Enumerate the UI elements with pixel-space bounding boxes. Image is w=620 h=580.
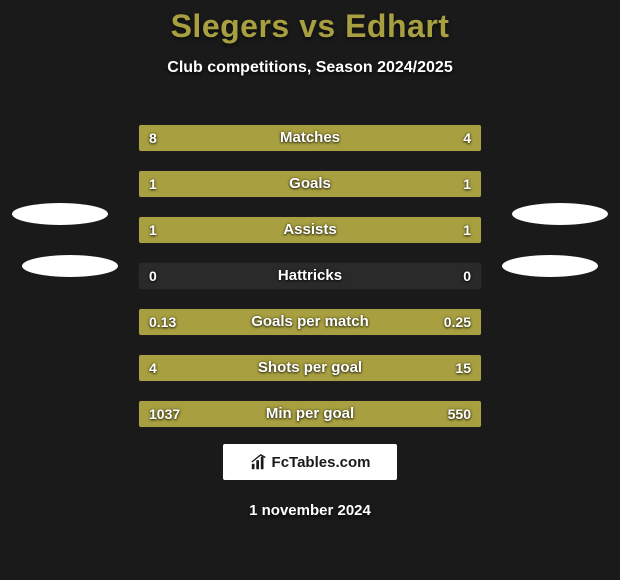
- stat-row: 0Hattricks0: [138, 262, 482, 290]
- watermark: FcTables.com: [223, 444, 397, 480]
- stat-label: Min per goal: [139, 401, 481, 427]
- stat-label: Goals per match: [139, 309, 481, 335]
- stat-label: Goals: [139, 171, 481, 197]
- stat-label: Matches: [139, 125, 481, 151]
- player-left-oval-2: [22, 255, 118, 277]
- stat-label: Assists: [139, 217, 481, 243]
- stat-value-right: 0: [463, 263, 471, 289]
- page-subtitle: Club competitions, Season 2024/2025: [0, 59, 620, 77]
- stat-label: Hattricks: [139, 263, 481, 289]
- stat-value-right: 1: [463, 217, 471, 243]
- stat-row: 4Shots per goal15: [138, 354, 482, 382]
- chart-icon: [250, 453, 268, 471]
- stat-row: 0.13Goals per match0.25: [138, 308, 482, 336]
- stat-value-right: 0.25: [444, 309, 471, 335]
- player-right-oval-1: [512, 203, 608, 225]
- stats-container: 8Matches41Goals11Assists10Hattricks00.13…: [138, 124, 482, 446]
- stat-row: 8Matches4: [138, 124, 482, 152]
- watermark-text: FcTables.com: [272, 454, 371, 471]
- stat-row: 1Assists1: [138, 216, 482, 244]
- stat-row: 1Goals1: [138, 170, 482, 198]
- player-left-oval-1: [12, 203, 108, 225]
- stat-row: 1037Min per goal550: [138, 400, 482, 428]
- stat-value-right: 4: [463, 125, 471, 151]
- stat-value-right: 15: [455, 355, 471, 381]
- date-label: 1 november 2024: [0, 502, 620, 519]
- page-title: Slegers vs Edhart: [0, 0, 620, 45]
- stat-value-right: 1: [463, 171, 471, 197]
- stat-value-right: 550: [448, 401, 471, 427]
- player-right-oval-2: [502, 255, 598, 277]
- stat-label: Shots per goal: [139, 355, 481, 381]
